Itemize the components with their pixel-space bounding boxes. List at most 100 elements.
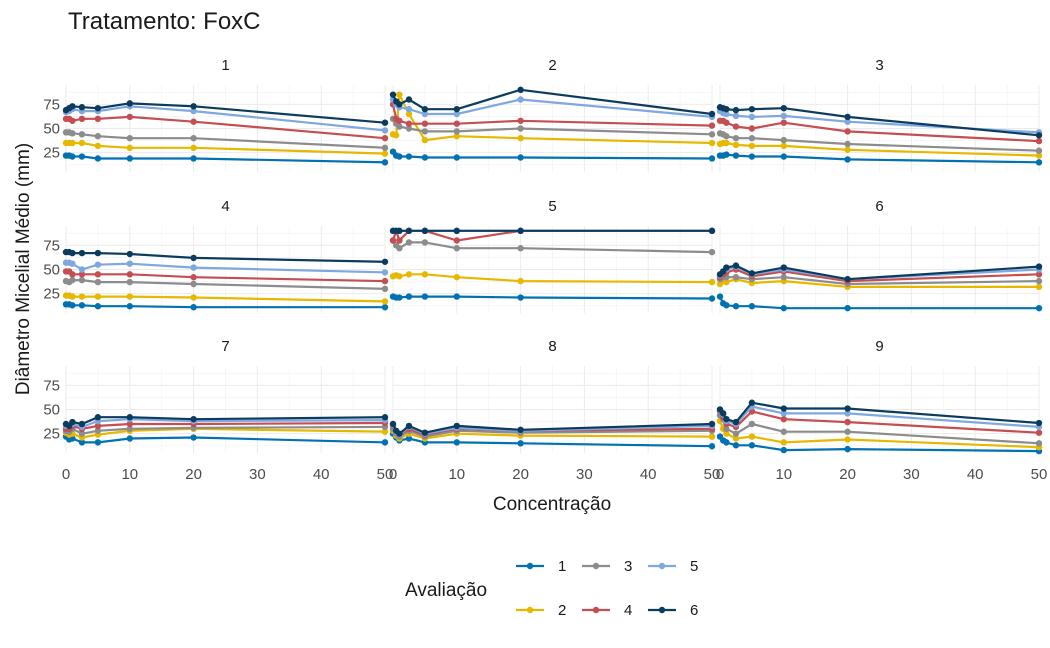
data-point — [732, 141, 740, 149]
data-point — [748, 399, 756, 406]
data-point — [94, 414, 102, 421]
data-point — [517, 154, 524, 161]
data-point — [517, 440, 524, 447]
data-point — [453, 293, 460, 300]
data-point — [421, 293, 429, 300]
data-point — [190, 264, 197, 271]
data-point — [389, 420, 397, 428]
legend-title: Avaliação — [405, 580, 487, 601]
data-point — [732, 303, 740, 310]
data-point — [748, 153, 756, 160]
data-point — [69, 153, 76, 160]
data-point — [190, 274, 197, 281]
data-point — [190, 107, 197, 115]
legend-key-point-2 — [526, 606, 534, 614]
data-point — [78, 104, 86, 111]
x-tick-label: 0 — [716, 466, 724, 483]
x-tick-label: 40 — [313, 466, 330, 483]
data-point — [381, 277, 389, 285]
chart-title: Tratamento: FoxC — [68, 8, 261, 35]
data-point — [381, 150, 389, 157]
data-point — [126, 425, 133, 433]
data-point — [453, 227, 460, 235]
data-point — [190, 294, 197, 301]
data-point — [421, 227, 429, 235]
data-point — [517, 117, 524, 124]
data-point — [190, 103, 197, 110]
data-point — [748, 142, 756, 150]
data-point — [708, 248, 716, 256]
data-point — [78, 266, 86, 273]
data-point — [719, 410, 727, 417]
y-tick-label: 75 — [43, 377, 60, 394]
x-tick-label: 20 — [839, 466, 856, 483]
data-point — [94, 271, 102, 278]
data-point — [780, 105, 787, 112]
data-point — [1035, 271, 1043, 278]
data-point — [94, 115, 102, 123]
data-point — [69, 276, 76, 284]
data-point — [1035, 440, 1043, 447]
data-point — [389, 237, 397, 244]
data-point — [190, 304, 197, 311]
panel-label-8: 8 — [548, 338, 556, 355]
x-tick-label: 30 — [576, 466, 593, 483]
legend-label-2: 2 — [558, 602, 566, 619]
data-point — [748, 270, 756, 277]
data-point — [844, 275, 851, 283]
data-point — [723, 430, 730, 437]
legend-label-5: 5 — [690, 558, 698, 575]
data-point — [126, 250, 133, 258]
data-point — [517, 125, 524, 132]
data-point — [421, 120, 429, 127]
data-point — [421, 136, 429, 144]
data-point — [381, 134, 389, 142]
data-point — [723, 133, 730, 140]
data-point — [69, 103, 76, 110]
x-tick-label: 0 — [62, 466, 70, 483]
x-tick-label: 10 — [775, 466, 792, 483]
data-point — [748, 113, 756, 121]
x-axis-title: Concentração — [493, 494, 611, 515]
data-point — [780, 153, 787, 160]
data-point — [1035, 304, 1043, 312]
data-point — [69, 139, 76, 147]
data-point — [844, 304, 851, 312]
legend-key-point-1 — [526, 562, 534, 570]
data-point — [517, 294, 524, 301]
data-point — [1035, 159, 1043, 166]
data-point — [453, 245, 460, 252]
data-point — [78, 293, 86, 300]
legend-label-1: 1 — [558, 558, 566, 575]
data-point — [381, 298, 389, 305]
data-point — [1035, 277, 1043, 285]
data-point — [78, 271, 86, 278]
data-point — [396, 101, 403, 108]
data-point — [190, 155, 197, 162]
y-tick-label: 50 — [43, 121, 60, 138]
data-point — [396, 153, 403, 160]
data-point — [732, 430, 740, 437]
data-point — [381, 127, 389, 134]
data-point — [94, 278, 102, 286]
data-point — [723, 110, 730, 118]
data-point — [844, 410, 851, 417]
data-point — [844, 436, 851, 443]
data-point — [732, 112, 740, 120]
data-point — [78, 131, 86, 138]
data-point — [126, 414, 133, 421]
data-point — [748, 125, 756, 132]
data-point — [453, 105, 460, 113]
data-point — [716, 293, 724, 300]
data-point — [94, 133, 102, 140]
data-point — [421, 271, 429, 278]
panel-label-5: 5 — [548, 198, 556, 215]
data-point — [844, 118, 851, 125]
data-point — [708, 139, 716, 147]
data-point — [732, 123, 740, 130]
y-tick-label: 25 — [43, 286, 60, 303]
data-point — [1035, 132, 1043, 139]
data-point — [517, 277, 524, 285]
data-point — [780, 112, 787, 120]
data-point — [844, 128, 851, 135]
